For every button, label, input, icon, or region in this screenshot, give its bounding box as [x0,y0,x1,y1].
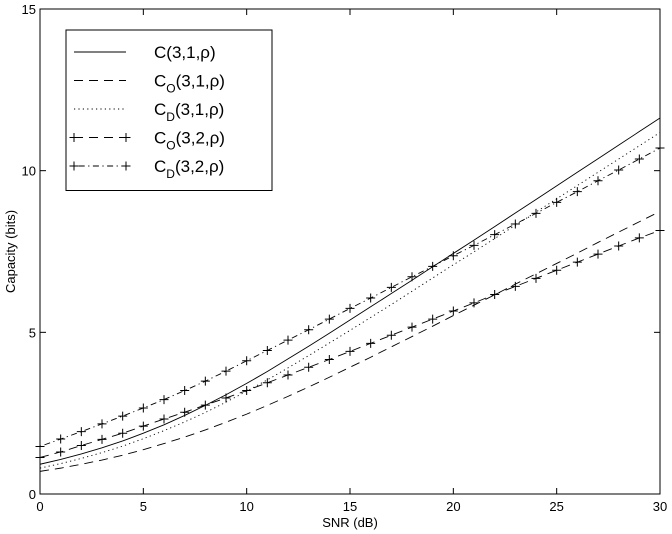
y-tick-label: 15 [22,2,36,17]
series-4-marker [614,241,624,251]
series-4-marker [448,306,458,316]
series-4-marker [262,378,272,388]
series-4-marker [97,434,107,444]
series-5-marker [283,335,293,345]
series-5-marker [97,419,107,429]
legend-label-5: CD(3,2,ρ) [154,157,224,181]
series-5-marker [469,240,479,250]
series-4-marker [386,330,396,340]
series-line-2 [39,211,661,472]
series-5-marker [366,293,376,303]
y-tick-label: 10 [22,164,36,179]
x-tick-label: 25 [549,499,563,514]
legend-label-1: C(3,1,ρ) [154,43,216,62]
series-4-marker [531,273,541,283]
data-layer [35,117,665,472]
series-5-marker [490,230,500,240]
y-tick-label: 0 [29,487,36,502]
series-5-marker [200,376,210,386]
series-line-4 [39,230,661,458]
series-line-5 [39,147,661,447]
series-5-marker [221,366,231,376]
x-tick-label: 0 [36,499,43,514]
series-5-marker [345,303,355,313]
series-5-marker [531,208,541,218]
series-5-marker [159,395,169,405]
series-4-marker [324,354,334,364]
series-5-marker [304,325,314,335]
x-tick-label: 5 [140,499,147,514]
series-line-1 [39,117,661,465]
series-4-marker [180,407,190,417]
series-5-marker [386,282,396,292]
series-4-marker [366,338,376,348]
series-4-marker [304,362,314,372]
series-5-marker [552,197,562,207]
series-4-marker [118,428,128,438]
x-tick-label: 10 [239,499,253,514]
x-tick-label: 30 [653,499,667,514]
series-4-marker [490,290,500,300]
series-5-marker [56,434,66,444]
series-5-marker [593,176,603,186]
series-5-marker [242,356,252,366]
series-5-marker [324,314,334,324]
series-5-marker [76,427,86,437]
series-4-marker [407,322,417,332]
series-4-marker [593,249,603,259]
y-axis-label: Capacity (bits) [3,210,18,293]
series-4-marker [552,265,562,275]
legend-marker [69,133,79,142]
series-4-marker [138,421,148,431]
y-tick-label: 5 [29,325,36,340]
ticks-layer: 0 5 10 15 20 25 30 0 5 10 15 [22,2,668,514]
series-5-marker [262,345,272,355]
series-5-marker [448,251,458,261]
x-axis-label: SNR (dB) [322,515,378,530]
x-tick-label: 15 [343,499,357,514]
series-4-marker [242,386,252,396]
series-4-marker [200,400,210,410]
series-4-marker [572,257,582,267]
series-5-marker [138,403,148,413]
series-5-marker [118,411,128,421]
series-5-marker [407,272,417,282]
legend-label-4: CO(3,2,ρ) [154,129,225,153]
series-4-marker [428,314,438,324]
x-tick-label: 20 [446,499,460,514]
series-4-marker [76,441,86,450]
series-4-marker [345,346,355,356]
series-4-marker [56,447,66,457]
legend-marker [121,161,131,171]
series-4-marker [221,393,231,403]
legend-label-3: CD(3,1,ρ) [154,100,224,124]
legend-box [65,29,273,191]
series-5-marker [614,165,624,175]
legend-marker [69,161,79,171]
series-4-marker [510,281,520,291]
series-4-marker [469,298,479,308]
legend: C(3,1,ρ) CO(3,1,ρ) CD(3,1,ρ) CO(3,2,ρ) CD(3,… [65,29,273,191]
series-4-marker [634,233,644,243]
series-5-marker [510,219,520,229]
series-5-marker [180,386,190,396]
series-5-marker [572,187,582,197]
series-5-marker [428,261,438,271]
series-4-marker [283,370,293,380]
legend-label-2: CO(3,1,ρ) [154,72,225,96]
series-5-marker [634,154,644,164]
legend-marker [121,133,131,142]
series-4-marker [159,414,169,424]
